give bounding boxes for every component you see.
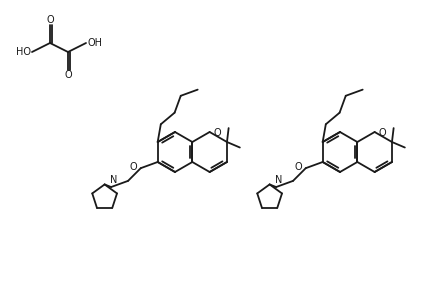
Text: O: O [213,128,221,138]
Text: HO: HO [17,47,32,57]
Text: O: O [64,70,72,80]
Text: O: O [129,162,136,172]
Text: N: N [109,176,117,185]
Text: OH: OH [87,38,102,48]
Text: O: O [294,162,301,172]
Text: O: O [46,15,54,25]
Text: N: N [274,176,281,185]
Text: O: O [378,128,386,138]
